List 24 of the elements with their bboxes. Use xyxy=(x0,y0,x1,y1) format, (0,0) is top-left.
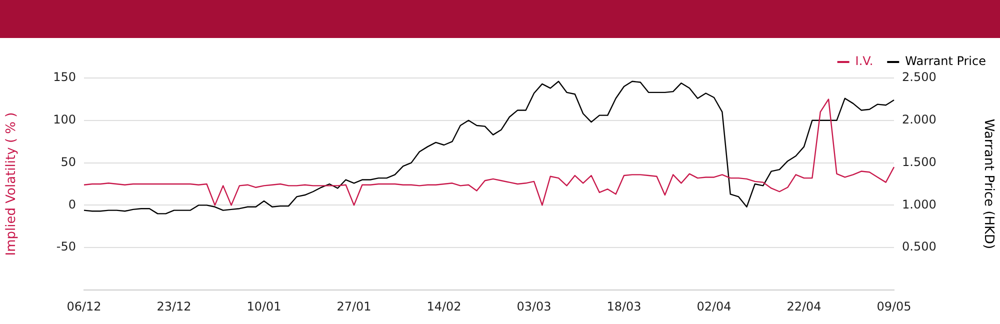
x-tick-label: 22/04 xyxy=(786,299,822,314)
legend-label: Warrant Price xyxy=(905,54,986,68)
x-tick-label: 06/12 xyxy=(66,299,102,314)
x-tick-label: 14/02 xyxy=(426,299,462,314)
x-tick-label: 03/03 xyxy=(516,299,552,314)
y2-tick-label: 1.500 xyxy=(902,154,936,169)
y2-tick-label: 2.000 xyxy=(902,112,936,127)
y-tick-label: 100 xyxy=(53,112,76,127)
x-tick-label: 27/01 xyxy=(336,299,372,314)
x-tick-label: 18/03 xyxy=(606,299,642,314)
x-tick-label: 10/01 xyxy=(246,299,282,314)
y2-tick-label: 2.500 xyxy=(902,70,936,84)
x-tick-label: 02/04 xyxy=(696,299,732,314)
y-axis-title: Implied Volatility ( % ) xyxy=(4,112,20,256)
y-tick-label: 0 xyxy=(68,197,76,212)
legend-label: I.V. xyxy=(855,54,874,68)
y2-axis-title: Warrant Price (HKD) xyxy=(980,118,996,250)
y-tick-label: 50 xyxy=(60,154,76,169)
x-tick-label: 09/05 xyxy=(876,299,912,314)
y-tick-label: 150 xyxy=(53,70,76,84)
y-tick-label: -50 xyxy=(56,240,76,254)
x-tick-label: 23/12 xyxy=(156,299,192,314)
y2-tick-label: 0.500 xyxy=(902,240,936,254)
y2-tick-label: 1.000 xyxy=(902,197,936,212)
